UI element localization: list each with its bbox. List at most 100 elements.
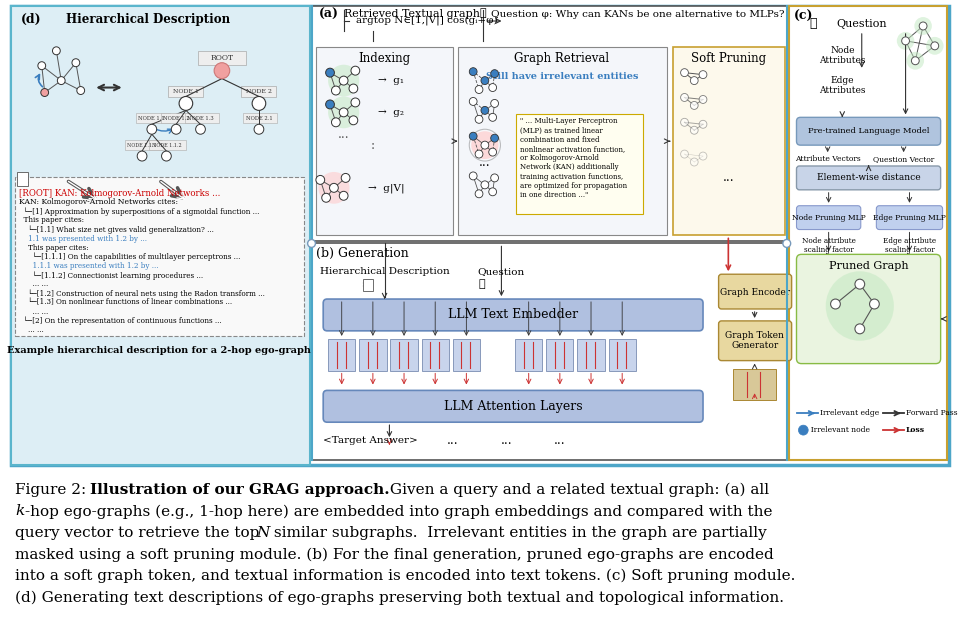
Text: ...: ... <box>338 127 349 141</box>
FancyBboxPatch shape <box>125 140 161 150</box>
Circle shape <box>690 77 698 85</box>
Text: └─[1] Approximation by superpositions of a sigmoidal function ...: └─[1] Approximation by superpositions of… <box>19 207 260 216</box>
Text: └─[1.1.2] Connectionist learning procedures ...: └─[1.1.2] Connectionist learning procedu… <box>19 271 204 279</box>
Circle shape <box>351 66 360 75</box>
Text: Illustration of our GRAG approach.: Illustration of our GRAG approach. <box>90 482 390 497</box>
Text: " ... Multi-Layer Perceptron
(MLP) as trained linear
combination and fixed
nonli: " ... Multi-Layer Perceptron (MLP) as tr… <box>520 117 627 199</box>
FancyBboxPatch shape <box>673 47 785 236</box>
FancyBboxPatch shape <box>243 114 277 123</box>
Circle shape <box>214 63 229 78</box>
FancyBboxPatch shape <box>453 338 480 371</box>
Text: Element-wise distance: Element-wise distance <box>817 173 921 182</box>
Circle shape <box>351 98 360 107</box>
Text: ... ...: ... ... <box>19 326 44 334</box>
Text: Indexing: Indexing <box>358 52 411 65</box>
Circle shape <box>252 97 266 111</box>
FancyBboxPatch shape <box>15 177 303 336</box>
Circle shape <box>254 124 264 134</box>
FancyBboxPatch shape <box>160 114 195 123</box>
Circle shape <box>681 118 688 126</box>
Circle shape <box>77 87 84 94</box>
Circle shape <box>782 239 791 247</box>
Text: N: N <box>256 526 270 540</box>
Text: :: : <box>371 139 375 151</box>
Circle shape <box>40 89 49 97</box>
Circle shape <box>469 172 477 180</box>
Text: └─[1.1.1] On the capabilities of multilayer perceptrons ...: └─[1.1.1] On the capabilities of multila… <box>19 253 241 261</box>
Text: -hop ego-graphs (e.g., 1-hop here) are embedded into graph embeddings and compar: -hop ego-graphs (e.g., 1-hop here) are e… <box>25 504 772 519</box>
Text: 1.1.1 was presented with 1.2 by ...: 1.1.1 was presented with 1.2 by ... <box>19 262 158 270</box>
FancyBboxPatch shape <box>391 338 418 371</box>
Circle shape <box>475 190 483 198</box>
Text: query vector to retrieve the top: query vector to retrieve the top <box>15 526 260 540</box>
Circle shape <box>690 158 698 166</box>
FancyBboxPatch shape <box>11 6 949 465</box>
Circle shape <box>322 193 330 202</box>
Circle shape <box>699 95 707 104</box>
Text: NODE 1.1.1: NODE 1.1.1 <box>128 143 156 148</box>
Text: Edge Pruning MLP: Edge Pruning MLP <box>873 214 946 222</box>
FancyBboxPatch shape <box>797 206 861 230</box>
FancyBboxPatch shape <box>312 6 787 241</box>
Text: Loss: Loss <box>905 426 924 434</box>
Text: <Target Answer>: <Target Answer> <box>323 436 418 445</box>
Text: ROOT: ROOT <box>210 54 233 62</box>
Circle shape <box>339 76 348 85</box>
FancyBboxPatch shape <box>185 114 219 123</box>
Circle shape <box>826 271 894 341</box>
Circle shape <box>901 37 909 45</box>
Circle shape <box>897 32 914 50</box>
Circle shape <box>469 129 500 161</box>
Circle shape <box>699 71 707 78</box>
Text: k: k <box>15 504 25 518</box>
FancyBboxPatch shape <box>198 51 247 65</box>
Text: Hierarchical Description: Hierarchical Description <box>320 267 449 276</box>
Circle shape <box>481 106 489 114</box>
Circle shape <box>339 192 348 200</box>
Text: KAN: Kolmogorov-Arnold Networks cites:: KAN: Kolmogorov-Arnold Networks cites: <box>19 198 179 206</box>
Text: Graph Token
Generator: Graph Token Generator <box>725 331 784 350</box>
Circle shape <box>328 65 359 97</box>
Circle shape <box>331 86 340 95</box>
Text: (d): (d) <box>21 13 42 26</box>
Circle shape <box>931 42 939 50</box>
Text: Question Vector: Question Vector <box>873 155 934 163</box>
Circle shape <box>349 84 358 93</box>
Circle shape <box>53 47 60 55</box>
FancyBboxPatch shape <box>324 299 703 331</box>
FancyBboxPatch shape <box>719 274 792 309</box>
Text: 🔍: 🔍 <box>480 8 486 18</box>
Circle shape <box>690 126 698 134</box>
Circle shape <box>491 174 498 182</box>
Text: ... ...: ... ... <box>19 280 49 288</box>
Text: ...: ... <box>500 433 512 447</box>
FancyBboxPatch shape <box>546 338 573 371</box>
Text: (d) Generating text descriptions of ego-graphs preserving both textual and topol: (d) Generating text descriptions of ego-… <box>15 591 784 605</box>
Circle shape <box>855 324 865 334</box>
Text: Node attribute
scaling factor: Node attribute scaling factor <box>802 237 855 254</box>
Text: ...: ... <box>479 156 491 168</box>
Text: ...: ... <box>447 433 459 447</box>
FancyBboxPatch shape <box>516 114 642 214</box>
Circle shape <box>137 151 147 161</box>
Circle shape <box>171 124 181 134</box>
Circle shape <box>489 84 496 92</box>
FancyBboxPatch shape <box>363 279 372 291</box>
Circle shape <box>699 152 707 160</box>
FancyBboxPatch shape <box>797 254 941 364</box>
Text: Given a query and a related textual graph: (a) all: Given a query and a related textual grap… <box>385 482 769 497</box>
Text: Example hierarchical description for a 2-hop ego-graph: Example hierarchical description for a 2… <box>7 346 311 355</box>
Text: Soft Pruning: Soft Pruning <box>691 52 766 65</box>
Circle shape <box>481 181 489 189</box>
Circle shape <box>325 100 334 109</box>
Circle shape <box>341 173 350 182</box>
Text: Retrieved Textual graph: Retrieved Textual graph <box>344 9 480 19</box>
FancyBboxPatch shape <box>789 6 948 460</box>
Text: →  g₂: → g₂ <box>377 108 404 117</box>
Circle shape <box>489 188 496 196</box>
Text: Still have irrelevant entities: Still have irrelevant entities <box>486 72 638 81</box>
Circle shape <box>328 97 359 128</box>
Text: Question φ: Why can KANs be one alternative to MLPs?: Question φ: Why can KANs be one alternat… <box>491 9 784 19</box>
FancyBboxPatch shape <box>328 338 355 371</box>
Circle shape <box>161 151 171 161</box>
